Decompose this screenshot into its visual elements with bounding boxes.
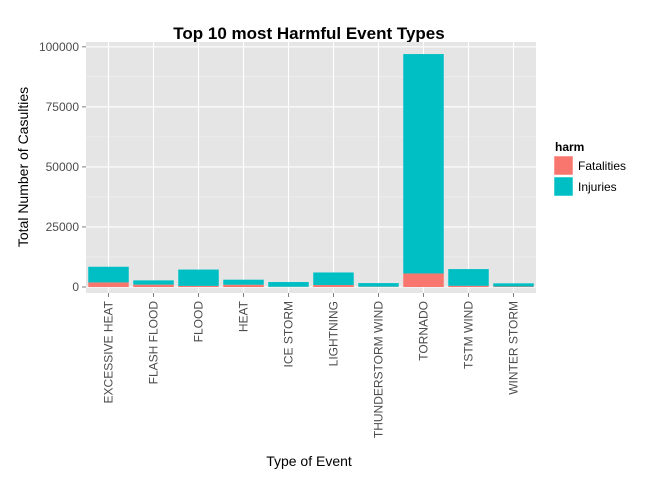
y-axis-title: Total Number of Casulties bbox=[15, 87, 31, 247]
x-axis: EXCESSIVE HEAT FLASH FLOOD FLOOD HEAT ICE ST… bbox=[102, 293, 521, 438]
plot-panel bbox=[86, 42, 536, 293]
y-tick-label: 0 bbox=[72, 280, 79, 294]
bar-fatalities-tstm-wind bbox=[448, 285, 489, 287]
bar-fatalities-lightning bbox=[313, 285, 354, 287]
chart-title: Top 10 most Harmful Event Types bbox=[173, 24, 444, 43]
bar-fatalities-flash-flood bbox=[133, 284, 174, 287]
x-tick-label: FLOOD bbox=[192, 301, 206, 343]
bar-injuries-lightning bbox=[313, 272, 354, 286]
bar-fatalities-excessive-heat bbox=[88, 282, 129, 287]
y-tick-label: 50000 bbox=[46, 160, 80, 174]
bar-injuries-thunderstorm-wind bbox=[358, 283, 399, 287]
x-tick-label: FLASH FLOOD bbox=[147, 301, 161, 385]
x-tick-label: THUNDERSTORM WIND bbox=[372, 301, 386, 438]
bars bbox=[88, 54, 534, 287]
legend-title: harm bbox=[555, 140, 584, 154]
bar-injuries-flash-flood bbox=[133, 280, 174, 285]
legend-swatch-fatalities bbox=[553, 155, 574, 176]
bar-injuries-ice-storm bbox=[268, 282, 309, 287]
y-tick-label: 75000 bbox=[46, 100, 80, 114]
bar-fatalities-heat bbox=[223, 284, 264, 287]
legend: harm Fatalities Injuries bbox=[553, 140, 626, 197]
bar-fatalities-flood bbox=[178, 285, 219, 287]
y-tick-label: 25000 bbox=[46, 220, 80, 234]
x-tick-label: LIGHTNING bbox=[327, 301, 341, 366]
x-tick-label: WINTER STORM bbox=[507, 301, 521, 395]
legend-label-fatalities: Fatalities bbox=[578, 159, 626, 173]
bar-fatalities-tornado bbox=[403, 273, 444, 287]
bar-injuries-flood bbox=[178, 269, 219, 286]
bar-injuries-heat bbox=[223, 279, 264, 285]
bar-injuries-tornado bbox=[403, 54, 444, 274]
y-axis: 0 25000 50000 75000 100000 bbox=[39, 40, 86, 294]
x-tick-label: HEAT bbox=[237, 300, 251, 332]
legend-label-injuries: Injuries bbox=[578, 180, 617, 194]
bar-injuries-excessive-heat bbox=[88, 266, 129, 283]
x-tick-label: EXCESSIVE HEAT bbox=[102, 300, 116, 403]
y-tick-label: 100000 bbox=[39, 40, 79, 54]
x-axis-title: Type of Event bbox=[266, 453, 352, 469]
x-tick-label: TSTM WIND bbox=[462, 301, 476, 369]
bar-injuries-tstm-wind bbox=[448, 269, 489, 286]
bar-injuries-winter-storm bbox=[493, 283, 534, 287]
x-tick-label: TORNADO bbox=[417, 301, 431, 361]
legend-swatch-injuries bbox=[553, 176, 574, 197]
x-tick-label: ICE STORM bbox=[282, 301, 296, 367]
